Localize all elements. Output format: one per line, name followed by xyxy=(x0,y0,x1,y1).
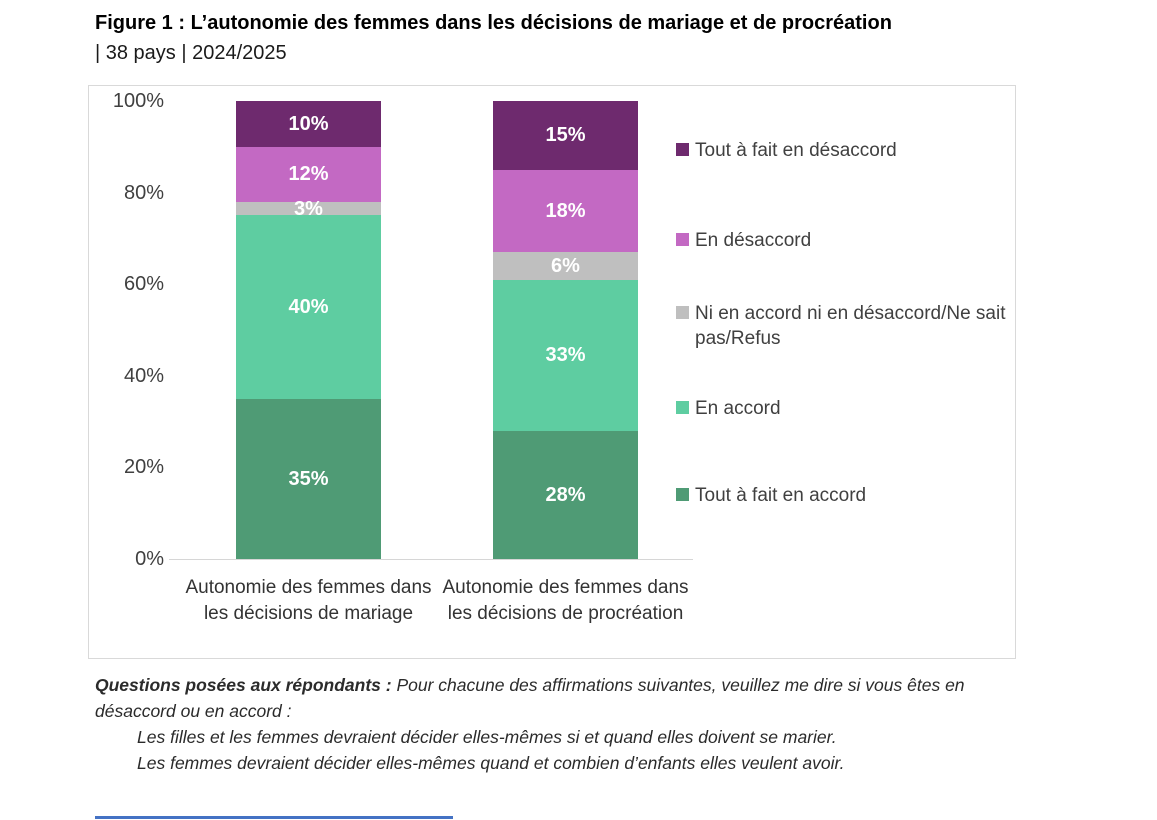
data-label: 28% xyxy=(545,483,586,506)
legend-swatch xyxy=(676,401,689,414)
y-axis-tick-label: 0% xyxy=(135,548,164,570)
stacked-bar: 15% 18% 6% 33% 28% xyxy=(493,101,638,559)
data-label: 33% xyxy=(545,344,586,367)
legend-item: En accord xyxy=(676,396,1026,421)
bar-segment: 12% xyxy=(236,146,381,202)
bottom-accent-line xyxy=(95,816,453,819)
bar-segment: 18% xyxy=(493,169,638,253)
legend-label: Tout à fait en désaccord xyxy=(695,140,897,161)
chart-area: 0% 20% 40% 60% 80% 100% 10% 12% 3% 40% 35% 15% 18% 6… xyxy=(88,85,1016,659)
footnote-lead: Questions posées aux répondants : xyxy=(95,675,392,695)
y-axis-tick-label: 80% xyxy=(123,181,164,204)
data-label: 3% xyxy=(294,197,323,220)
category-label: Autonomie des femmes dans les décisions … xyxy=(442,577,689,624)
data-label: 18% xyxy=(545,199,586,222)
footnote-lead-rest: Pour chacune des affirmations suivantes,… xyxy=(95,675,965,721)
data-label: 12% xyxy=(288,163,329,186)
data-label: 15% xyxy=(545,124,586,147)
figure-title-line2: | 38 pays | 2024/2025 xyxy=(95,42,287,64)
legend-label: En désaccord xyxy=(695,230,812,251)
bar-segment: 40% xyxy=(236,215,381,399)
bar-segment: 10% xyxy=(236,101,381,147)
footnote-item: Les filles et les femmes devraient décid… xyxy=(137,727,837,747)
data-label: 6% xyxy=(551,254,580,277)
legend-swatch xyxy=(676,233,689,246)
data-label: 35% xyxy=(288,467,329,490)
y-axis-tick-label: 20% xyxy=(123,456,164,479)
legend-label: En accord xyxy=(695,398,781,419)
legend-item: En désaccord xyxy=(676,228,1026,253)
footnote-item: Les femmes devraient décider elles-mêmes… xyxy=(137,753,845,773)
legend-item: Tout à fait en désaccord xyxy=(676,138,1026,163)
stacked-bar: 10% 12% 3% 40% 35% xyxy=(236,101,381,559)
data-label: 40% xyxy=(288,296,329,319)
y-axis-tick-label: 100% xyxy=(112,90,164,112)
legend-swatch xyxy=(676,143,689,156)
bar-segment: 15% xyxy=(493,101,638,170)
y-axis-tick-label: 40% xyxy=(123,364,164,387)
legend-item: Ni en accord ni en désaccord/Ne sait pas… xyxy=(676,301,1026,351)
y-axis-tick-label: 60% xyxy=(123,273,164,296)
figure-title: Figure 1 : L’autonomie des femmes dans l… xyxy=(95,8,1055,68)
x-axis-line xyxy=(169,559,693,560)
legend-swatch xyxy=(676,488,689,501)
footnote: Questions posées aux répondants : Pour c… xyxy=(95,672,1015,776)
bar-segment: 33% xyxy=(493,279,638,431)
bar-segment: 3% xyxy=(236,197,381,220)
legend-label: Tout à fait en accord xyxy=(695,485,867,506)
footnote-question: Questions posées aux répondants : Pour c… xyxy=(95,672,1015,724)
figure-title-line1: Figure 1 : L’autonomie des femmes dans l… xyxy=(95,12,892,34)
legend-item: Tout à fait en accord xyxy=(676,483,1026,508)
bar-segment: 28% xyxy=(493,430,638,559)
data-label: 10% xyxy=(288,112,329,135)
bar-segment: 35% xyxy=(236,398,381,559)
legend-label: Ni en accord ni en désaccord/Ne sait pas… xyxy=(695,303,1006,349)
bar-segment: 6% xyxy=(493,252,638,280)
legend-swatch xyxy=(676,306,689,319)
category-label: Autonomie des femmes dans les décisions … xyxy=(185,577,432,624)
